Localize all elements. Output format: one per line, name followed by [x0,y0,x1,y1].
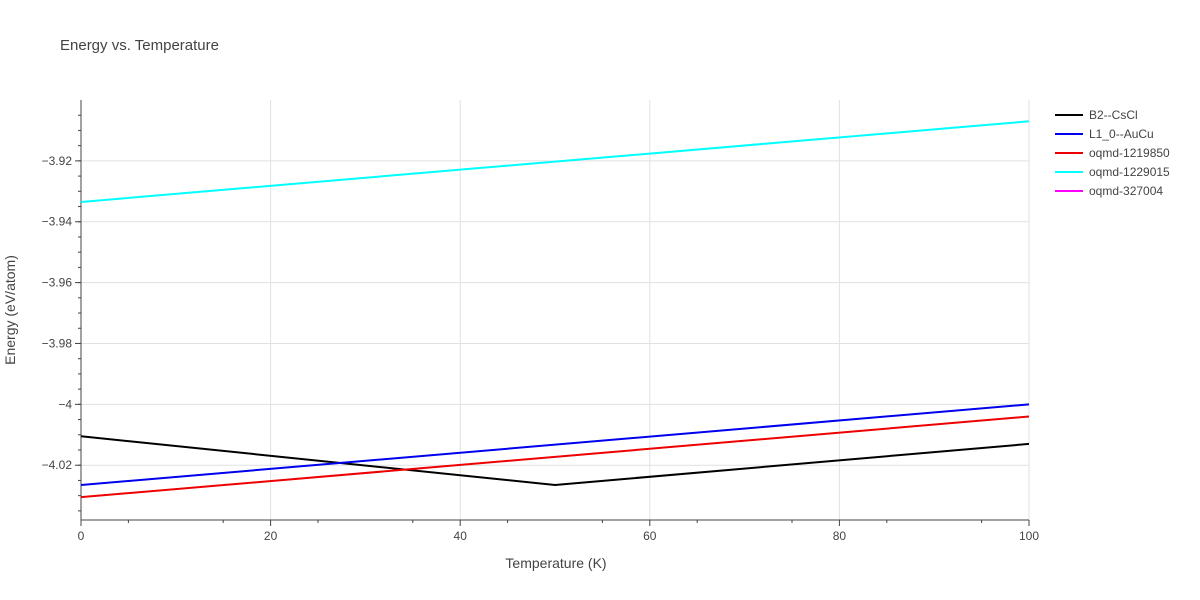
chart-title: Energy vs. Temperature [60,37,219,54]
x-tick-label: 60 [643,529,657,543]
y-tick-label: −3.96 [42,276,73,290]
series-lines [80,120,1030,499]
series-line-B2--CsCl [80,435,1030,487]
legend-label: L1_0--AuCu [1089,127,1154,141]
x-axis-label: Temperature (K) [505,555,606,571]
x-tick-label: 80 [833,529,847,543]
legend: B2--CsCl L1_0--AuCu oqmd-1219850 oqmd-12290… [1055,108,1170,198]
y-tick-label: −3.94 [42,215,73,229]
x-tick-label: 0 [78,529,85,543]
y-axis-ticks: −3.92 −3.94 −3.96 −3.98 −4 −4.02 [42,114,81,512]
x-tick-label: 20 [264,529,278,543]
legend-label: oqmd-1219850 [1089,146,1170,160]
series-line-oqmd-1219850 [80,415,1030,499]
legend-label: oqmd-327004 [1089,184,1163,198]
x-tick-label: 40 [454,529,468,543]
y-tick-label: −4 [58,397,72,411]
y-tick-label: −3.92 [42,154,73,168]
y-axis-label: Energy (eV/atom) [2,255,18,365]
legend-item[interactable]: oqmd-1229015 [1055,165,1170,179]
legend-label: B2--CsCl [1089,108,1138,122]
legend-item[interactable]: oqmd-1219850 [1055,146,1170,160]
series-line-L1_0--AuCu [80,403,1030,486]
legend-item[interactable]: oqmd-327004 [1055,184,1163,198]
y-tick-label: −3.98 [42,336,73,350]
legend-item[interactable]: L1_0--AuCu [1055,127,1154,141]
series-line-oqmd-1229015 [80,120,1030,203]
legend-label: oqmd-1229015 [1089,165,1170,179]
x-tick-label: 100 [1019,529,1039,543]
x-axis-ticks: 0 20 40 60 80 100 [78,520,1039,543]
legend-item[interactable]: B2--CsCl [1055,108,1138,122]
y-tick-label: −4.02 [42,458,73,472]
